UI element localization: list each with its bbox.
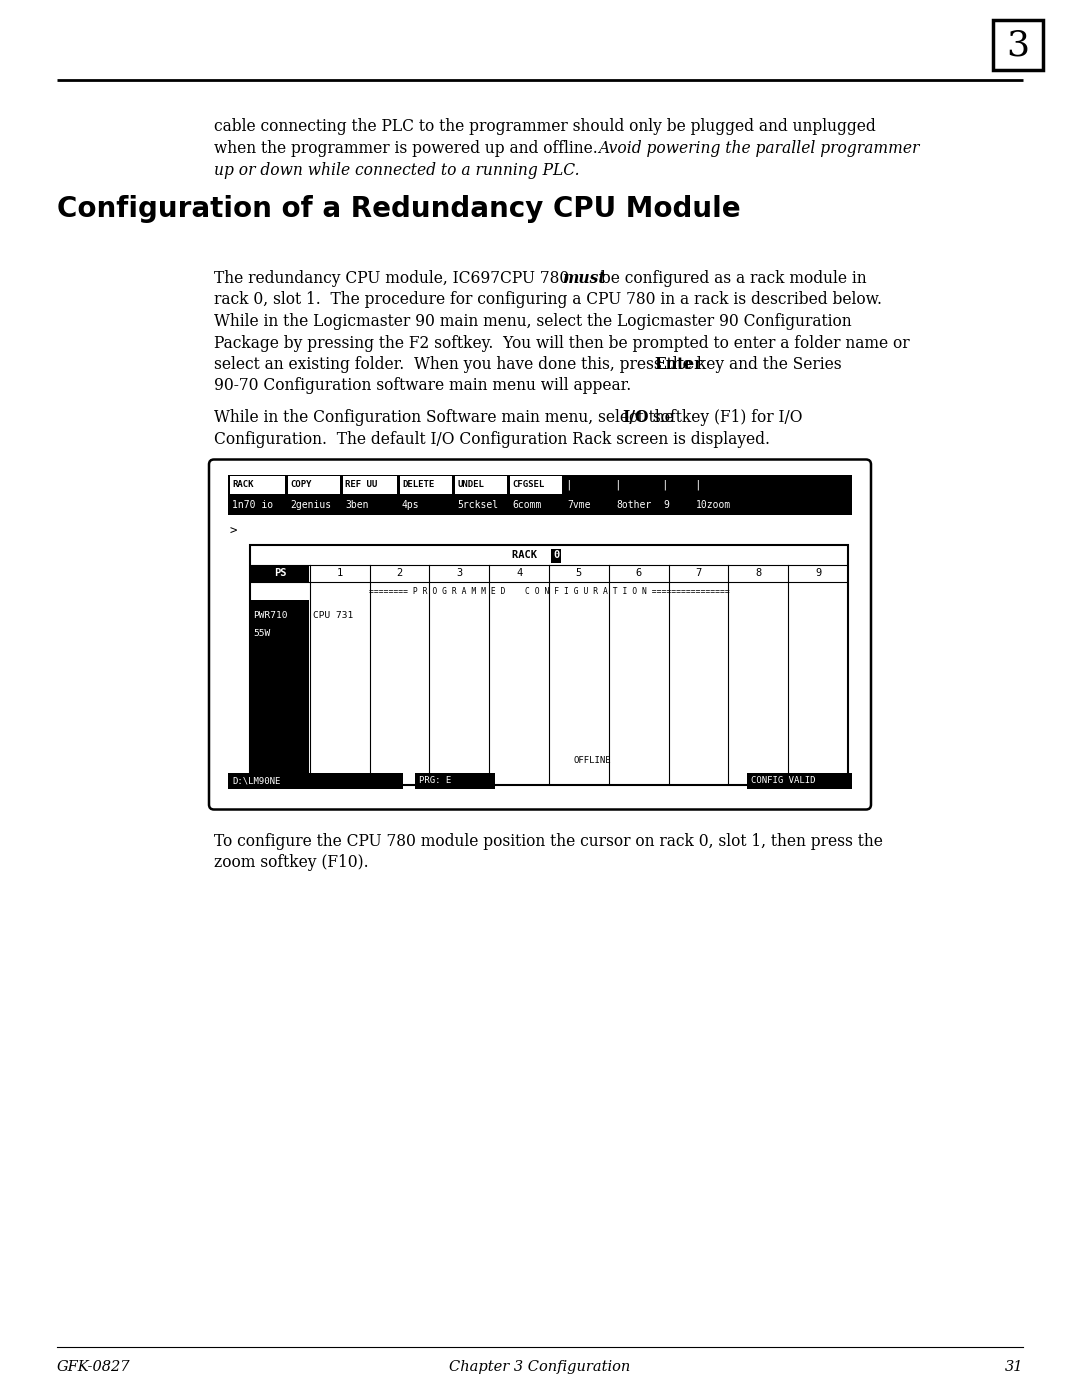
Text: |: | <box>615 479 621 490</box>
Text: must: must <box>562 270 606 286</box>
Text: key and the Series: key and the Series <box>692 356 841 373</box>
Text: PS: PS <box>273 569 286 578</box>
Text: 4ps: 4ps <box>402 500 420 510</box>
Bar <box>747 773 852 788</box>
Text: up or down while connected to a running PLC.: up or down while connected to a running … <box>214 162 580 179</box>
Bar <box>230 475 285 493</box>
Text: CFGSEL: CFGSEL <box>512 481 544 489</box>
Bar <box>251 566 309 581</box>
Text: 10zoom: 10zoom <box>696 500 731 510</box>
Text: Configuration of a Redundancy CPU Module: Configuration of a Redundancy CPU Module <box>57 196 741 224</box>
FancyBboxPatch shape <box>210 460 870 809</box>
Text: >: > <box>230 524 238 538</box>
Text: UNDEL: UNDEL <box>457 481 484 489</box>
Text: 5: 5 <box>576 569 582 578</box>
Text: COPY: COPY <box>291 481 311 489</box>
Bar <box>455 475 507 493</box>
Text: 9: 9 <box>663 500 669 510</box>
Text: zoom softkey (F10).: zoom softkey (F10). <box>214 854 368 870</box>
Text: 3ben: 3ben <box>345 500 368 510</box>
Text: Chapter 3 Configuration: Chapter 3 Configuration <box>449 1361 631 1375</box>
Text: rack 0, slot 1.  The procedure for configuring a CPU 780 in a rack is described : rack 0, slot 1. The procedure for config… <box>214 292 882 309</box>
Text: ======== P R O G R A M M E D    C O N F I G U R A T I O N ================: ======== P R O G R A M M E D C O N F I G… <box>368 587 729 597</box>
Text: softkey (F1) for I/O: softkey (F1) for I/O <box>648 409 802 426</box>
Bar <box>288 475 340 493</box>
Text: 2: 2 <box>396 569 403 578</box>
Text: |: | <box>661 479 667 490</box>
Bar <box>415 773 495 788</box>
Text: be configured as a rack module in: be configured as a rack module in <box>596 270 866 286</box>
Text: 1: 1 <box>337 569 342 578</box>
Text: Avoid powering the parallel programmer: Avoid powering the parallel programmer <box>598 140 919 156</box>
Text: PWR710: PWR710 <box>253 612 287 620</box>
Text: 5rcksel: 5rcksel <box>457 500 498 510</box>
Text: 8other: 8other <box>616 500 651 510</box>
Text: GFK-0827: GFK-0827 <box>57 1361 131 1375</box>
Text: 4: 4 <box>516 569 523 578</box>
Text: |: | <box>565 479 571 490</box>
Text: 2genius: 2genius <box>291 500 332 510</box>
Text: RACK: RACK <box>512 550 549 560</box>
Text: 3: 3 <box>1007 28 1029 61</box>
Text: cable connecting the PLC to the programmer should only be plugged and unplugged: cable connecting the PLC to the programm… <box>214 117 876 136</box>
Text: Package by pressing the F2 softkey.  You will then be prompted to enter a folder: Package by pressing the F2 softkey. You … <box>214 334 909 352</box>
Text: 8: 8 <box>755 569 761 578</box>
Text: 7: 7 <box>696 569 702 578</box>
Text: 6: 6 <box>635 569 642 578</box>
Text: I/O: I/O <box>622 409 648 426</box>
Bar <box>510 475 562 493</box>
Text: 1n70 io: 1n70 io <box>232 500 273 510</box>
Text: To configure the CPU 780 module position the cursor on rack 0, slot 1, then pres: To configure the CPU 780 module position… <box>214 833 882 849</box>
Text: OFFLINE: OFFLINE <box>573 756 611 766</box>
Text: 7vme: 7vme <box>567 500 591 510</box>
Text: REF UU: REF UU <box>345 481 377 489</box>
Text: RACK: RACK <box>232 481 254 489</box>
Text: D:\LM90NE: D:\LM90NE <box>232 775 281 785</box>
Text: 55W: 55W <box>253 630 270 638</box>
Text: 0: 0 <box>553 550 559 560</box>
Text: 31: 31 <box>1004 1361 1023 1375</box>
Text: 3: 3 <box>456 569 462 578</box>
Text: Configuration.  The default I/O Configuration Rack screen is displayed.: Configuration. The default I/O Configura… <box>214 432 770 448</box>
Text: 90-70 Configuration software main menu will appear.: 90-70 Configuration software main menu w… <box>214 377 631 394</box>
Text: DELETE: DELETE <box>402 481 434 489</box>
Text: CPU 731: CPU 731 <box>313 612 353 620</box>
Text: select an existing folder.  When you have done this, press the: select an existing folder. When you have… <box>214 356 697 373</box>
Text: PRG: E: PRG: E <box>419 775 451 785</box>
Bar <box>228 475 852 514</box>
Bar <box>993 20 1043 70</box>
Text: |: | <box>694 479 701 490</box>
Text: While in the Logicmaster 90 main menu, select the Logicmaster 90 Configuration: While in the Logicmaster 90 main menu, s… <box>214 313 852 330</box>
Text: REPLACE: REPLACE <box>232 791 270 799</box>
Text: 6comm: 6comm <box>512 500 541 510</box>
Bar <box>228 773 403 788</box>
Text: The redundancy CPU module, IC697CPU 780: The redundancy CPU module, IC697CPU 780 <box>214 270 575 286</box>
Bar <box>251 599 309 781</box>
Bar <box>551 549 561 563</box>
Text: when the programmer is powered up and offline.: when the programmer is powered up and of… <box>214 140 607 156</box>
Bar <box>400 475 453 493</box>
Text: Enter: Enter <box>654 356 702 373</box>
Bar <box>343 475 397 493</box>
Bar <box>249 545 848 785</box>
Text: While in the Configuration Software main menu, select the: While in the Configuration Software main… <box>214 409 678 426</box>
Text: 9: 9 <box>815 569 821 578</box>
Text: CONFIG VALID: CONFIG VALID <box>751 775 815 785</box>
